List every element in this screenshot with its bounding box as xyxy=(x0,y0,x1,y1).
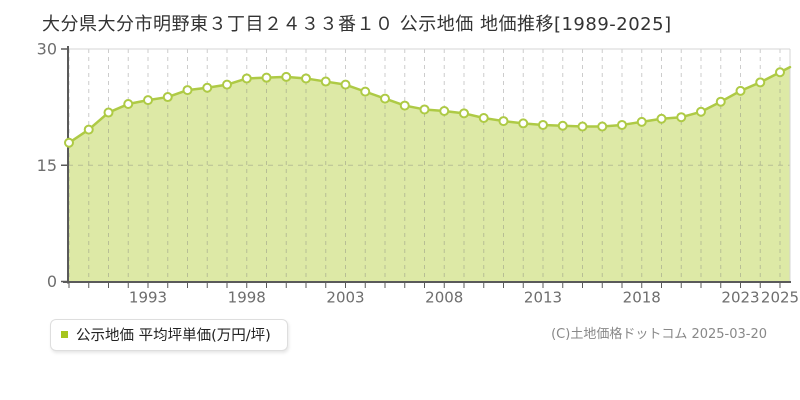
x-tick-label: 2023 xyxy=(721,289,759,307)
y-tick-label: 30 xyxy=(37,40,57,59)
data-point xyxy=(617,119,627,130)
data-point xyxy=(577,121,588,132)
legend: 公示地価 平均坪単価(万円/坪) xyxy=(50,319,288,351)
data-point xyxy=(597,121,608,132)
data-point xyxy=(340,79,351,90)
data-point xyxy=(320,76,331,87)
data-point xyxy=(459,108,469,119)
data-point xyxy=(380,93,390,104)
data-point xyxy=(360,86,371,97)
y-tick-label: 15 xyxy=(37,156,57,175)
data-point xyxy=(518,118,529,129)
data-point xyxy=(656,113,667,124)
data-point xyxy=(557,120,568,131)
data-point xyxy=(301,73,311,84)
x-tick-label: 1998 xyxy=(228,289,266,307)
data-point xyxy=(182,85,193,96)
x-tick-label: 2018 xyxy=(623,289,661,307)
data-point xyxy=(83,124,94,135)
data-point xyxy=(735,85,746,96)
data-point xyxy=(538,119,548,130)
data-point xyxy=(755,77,766,88)
data-point xyxy=(419,104,430,115)
data-point xyxy=(281,71,292,82)
data-point xyxy=(123,99,134,110)
legend-label: 公示地価 平均坪単価(万円/坪) xyxy=(76,328,271,344)
x-tick-label: 2003 xyxy=(326,289,364,307)
data-point xyxy=(64,137,74,148)
data-point xyxy=(696,106,706,117)
data-point xyxy=(399,100,410,111)
data-point xyxy=(715,96,726,107)
data-point xyxy=(636,116,647,127)
chart-title: 大分県大分市明野東３丁目２４３３番１０ 公示地価 地価推移[1989-2025] xyxy=(42,14,672,35)
x-tick-label: 1993 xyxy=(129,289,167,307)
copyright-text: (C)土地価格ドットコム 2025-03-20 xyxy=(551,327,767,342)
data-point xyxy=(439,106,450,116)
data-point xyxy=(202,82,213,93)
data-point xyxy=(222,79,232,90)
x-tick-label: 2013 xyxy=(524,289,562,307)
data-point xyxy=(478,112,489,123)
data-point xyxy=(676,112,687,123)
data-point xyxy=(261,72,272,83)
data-point xyxy=(775,67,785,78)
area-fill xyxy=(69,67,790,282)
x-tick-label: 2008 xyxy=(425,289,463,307)
data-point xyxy=(103,107,114,118)
legend-marker-icon xyxy=(61,331,68,338)
data-point xyxy=(162,92,173,103)
data-point xyxy=(241,73,252,84)
x-tick-label: 2025 xyxy=(761,289,799,307)
y-tick-label: 0 xyxy=(47,272,57,291)
data-point xyxy=(498,116,509,127)
data-point xyxy=(143,95,153,106)
